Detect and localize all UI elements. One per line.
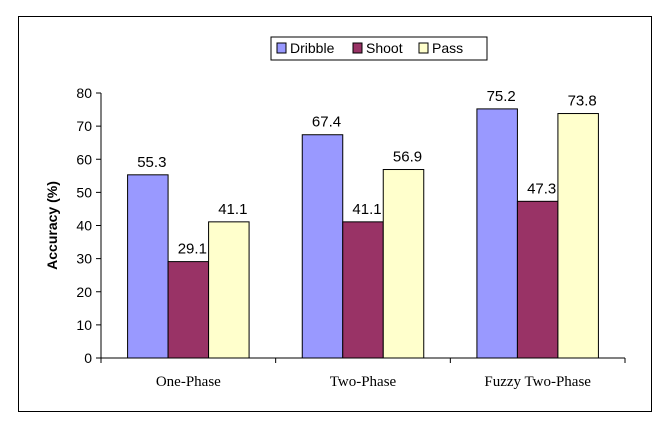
bar-pass-2 xyxy=(382,169,425,359)
bar-pass-3 xyxy=(557,113,599,359)
y-tick-label: 50 xyxy=(76,184,92,200)
legend-swatch-shoot xyxy=(352,42,363,54)
y-axis: 0 10 20 30 40 50 60 70 80 xyxy=(76,85,102,366)
legend-label-dribble: Dribble xyxy=(290,40,335,56)
data-label: 41.1 xyxy=(352,201,381,218)
y-axis-title: Accuracy (%) xyxy=(44,181,60,270)
legend-box xyxy=(270,36,488,61)
legend-swatch-pass xyxy=(418,42,429,54)
legend-swatch-dribble xyxy=(276,42,287,54)
bar-shoot-2 xyxy=(342,221,384,359)
y-tick-label: 70 xyxy=(76,118,92,134)
data-label: 73.8 xyxy=(568,93,597,110)
legend-label-pass: Pass xyxy=(432,40,463,56)
bar-chart: Dribble Shoot Pass Accuracy (%) 0 10 20 30 40 5… xyxy=(44,36,626,390)
y-tick-label: 0 xyxy=(84,350,92,366)
x-axis: One-Phase Two-Phase Fuzzy Two-Phase xyxy=(100,357,626,390)
bars: 55.3 29.1 41.1 67.4 41.1 56.9 75.2 47.3 73.8 xyxy=(127,88,599,359)
y-tick-label: 10 xyxy=(76,317,92,333)
data-label: 41.1 xyxy=(218,201,247,218)
legend: Dribble Shoot Pass xyxy=(270,36,488,61)
bar-dribble-3 xyxy=(476,108,518,359)
data-label: 67.4 xyxy=(312,114,341,131)
y-tick-label: 80 xyxy=(76,85,92,101)
data-label: 75.2 xyxy=(487,88,516,105)
bar-shoot-3 xyxy=(516,200,559,359)
bar-dribble-1 xyxy=(127,174,169,359)
bar-pass-1 xyxy=(208,221,250,359)
bar-dribble-2 xyxy=(301,134,344,359)
data-label: 29.1 xyxy=(178,241,207,258)
y-tick-label: 60 xyxy=(76,151,92,167)
data-label: 56.9 xyxy=(393,149,422,166)
chart-frame: Dribble Shoot Pass Accuracy (%) 0 10 20 30 40 5… xyxy=(18,16,652,412)
x-category-label: Fuzzy Two-Phase xyxy=(484,374,591,390)
legend-label-shoot: Shoot xyxy=(366,40,403,56)
y-tick-label: 30 xyxy=(76,251,92,267)
y-tick-label: 20 xyxy=(76,284,92,300)
data-label: 47.3 xyxy=(527,180,556,197)
data-label: 55.3 xyxy=(137,154,166,171)
x-category-label: Two-Phase xyxy=(330,374,397,390)
bar-shoot-1 xyxy=(167,261,210,359)
y-tick-label: 40 xyxy=(76,218,92,234)
x-category-label: One-Phase xyxy=(156,374,221,390)
